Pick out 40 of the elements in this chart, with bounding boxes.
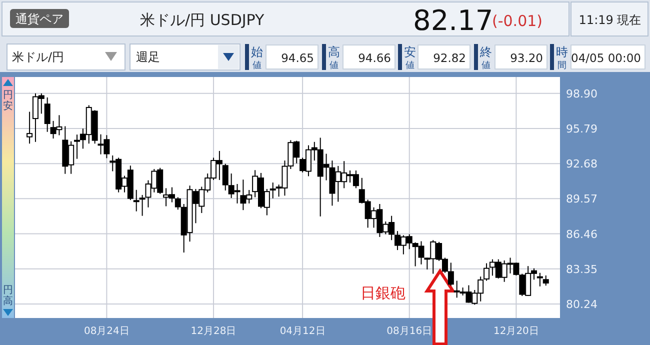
y-tick-label: 92.68 <box>566 158 598 171</box>
y-tick-label: 83.35 <box>566 262 598 276</box>
text: 04/05 00:00 <box>571 51 641 65</box>
candlestick <box>536 272 543 287</box>
text: 93.20 <box>510 51 543 65</box>
candlestick <box>133 189 140 212</box>
text: 時間 <box>556 45 568 71</box>
candlestick <box>74 134 80 160</box>
candlestick <box>484 262 490 282</box>
x-tick-label: 08月16日 <box>386 326 432 337</box>
candlestick <box>44 96 50 132</box>
text: (-0.01) <box>492 12 543 30</box>
text: 92.82 <box>433 51 466 65</box>
text: 94.65 <box>281 51 314 65</box>
y-tick-label: 89.57 <box>566 192 598 206</box>
text: 高値 <box>328 45 340 71</box>
candlestick <box>270 182 276 199</box>
text: 11:19 現在 <box>578 13 642 27</box>
x-tick-label: 12月28日 <box>190 326 236 337</box>
annotation: 日銀砲 <box>360 284 406 302</box>
text: 通貨ペア <box>16 12 64 26</box>
candlestick <box>542 274 549 286</box>
y-tick-label: 95.79 <box>566 122 598 136</box>
chart-title: 米ドル/円 USDJPY <box>140 11 266 29</box>
text: 82.17 <box>413 4 494 37</box>
y-tick-label: 86.46 <box>566 228 598 241</box>
x-tick-label: 12月20日 <box>493 326 539 337</box>
x-tick-label: 04月12日 <box>280 326 326 337</box>
text: 94.66 <box>358 51 391 65</box>
text: 円安 <box>3 90 13 112</box>
text: 始値 <box>251 45 263 71</box>
y-tick-label: 98.90 <box>566 87 598 100</box>
text: 円高 <box>3 285 13 307</box>
text: 終値 <box>479 45 492 71</box>
text: 安値 <box>404 45 416 71</box>
candlestick <box>26 111 33 144</box>
text: 週足 <box>136 50 160 64</box>
text: 米ドル/円 <box>12 50 64 64</box>
y-tick-label: 80.24 <box>566 298 598 312</box>
x-tick-label: 08月24日 <box>84 326 130 337</box>
